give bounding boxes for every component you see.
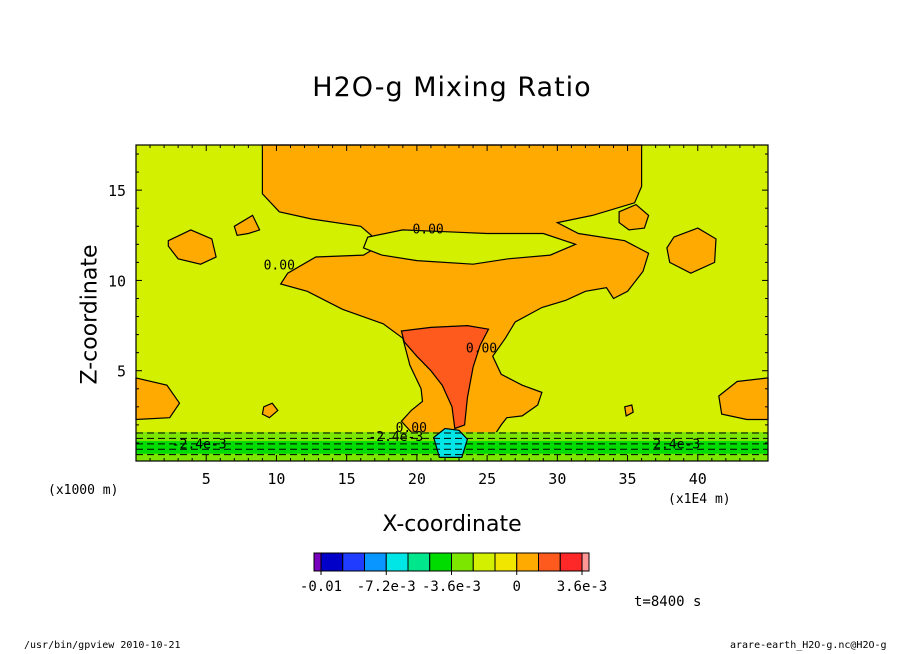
right-upper-lobe xyxy=(666,227,717,274)
colorbar-swatch-3 xyxy=(364,552,387,572)
x-tick-label-5: 30 xyxy=(548,470,566,488)
x-tick-label-2: 15 xyxy=(338,470,356,488)
colorbar: -0.01 -7.2e-3 -3.6e-3 0 3.6e-3 xyxy=(300,552,608,595)
axis-ticks: 5 10 15 20 25 30 35 40 5 10 15 xyxy=(108,145,768,488)
footer-left: /usr/bin/gpview 2010-10-21 xyxy=(24,640,181,651)
right-small-lobe xyxy=(618,203,650,231)
y-axis-label: Z-coordinate xyxy=(77,244,103,385)
colorbar-label-0: -0.01 xyxy=(300,579,342,595)
x-tick-label-1: 10 xyxy=(267,470,285,488)
colorbar-swatch-7 xyxy=(451,552,474,572)
colorbar-swatch-12 xyxy=(559,552,583,572)
colorbar-swatch-5 xyxy=(407,552,431,572)
colorbar-label-2: -3.6e-3 xyxy=(422,579,481,595)
chart-title: H2O-g Mixing Ratio xyxy=(312,72,592,103)
colorbar-swatch-8 xyxy=(472,552,496,572)
y-tick-label-0: 5 xyxy=(117,363,126,381)
core-region xyxy=(400,324,490,430)
x-axis-label: X-coordinate xyxy=(382,512,522,537)
anvil-cutout xyxy=(362,229,578,265)
contour-label-4: -2.4e-3 xyxy=(172,437,227,452)
colorbar-swatch-1 xyxy=(320,552,344,572)
colorbar-swatch-6 xyxy=(429,552,452,572)
colorbar-swatch-0 xyxy=(313,552,322,572)
time-label: t=8400 s xyxy=(634,594,702,610)
contour-label-6: 2.4e-3 xyxy=(653,437,700,452)
contour-label-1: 0.00 xyxy=(264,259,295,274)
colorbar-label-4: 3.6e-3 xyxy=(557,579,608,595)
x-tick-label-3: 20 xyxy=(408,470,426,488)
colorbar-swatch-11 xyxy=(538,552,561,572)
contour-label-3: 0.00 xyxy=(396,421,427,436)
footer-right: arare-earth_H2O-g.nc@H2O-g xyxy=(730,640,887,651)
x-tick-label-4: 25 xyxy=(478,470,496,488)
x-unit-label: (x1000 m) xyxy=(48,483,119,498)
right-dot-lobe xyxy=(624,404,634,417)
x-multiplier-label: (x1E4 m) xyxy=(668,492,731,507)
colorbar-swatch-2 xyxy=(342,552,365,572)
contour-label-0: 0.00 xyxy=(412,222,443,237)
left-small-lobe xyxy=(233,214,261,236)
colorbar-swatch-13 xyxy=(581,552,590,572)
contour-labels: 0.000.000.000.00-2.4e-3 -2.4e-3 2.4e-3 xyxy=(172,222,700,452)
colorbar-swatch-10 xyxy=(516,552,539,572)
contour-label-2: 0.00 xyxy=(466,342,497,357)
contour-label-5: -2.4e-3 xyxy=(368,430,423,445)
y-tick-label-2: 15 xyxy=(108,182,126,200)
left-upper-lobe xyxy=(167,229,217,265)
anvil-region xyxy=(261,144,650,437)
colorbar-label-1: -7.2e-3 xyxy=(357,579,416,595)
colorbar-swatch-9 xyxy=(494,552,518,572)
x-tick-label-7: 40 xyxy=(689,470,707,488)
contour-field xyxy=(135,144,769,461)
left-dot-lobe xyxy=(261,402,279,419)
plot-frame xyxy=(135,144,769,462)
colorbar-label-3: 0 xyxy=(513,579,521,595)
band-cyan-patch xyxy=(433,427,469,458)
y-tick-label-1: 10 xyxy=(108,272,126,290)
colorbar-swatch-4 xyxy=(385,552,409,572)
x-tick-label-6: 35 xyxy=(619,470,637,488)
x-tick-label-0: 5 xyxy=(202,470,211,488)
